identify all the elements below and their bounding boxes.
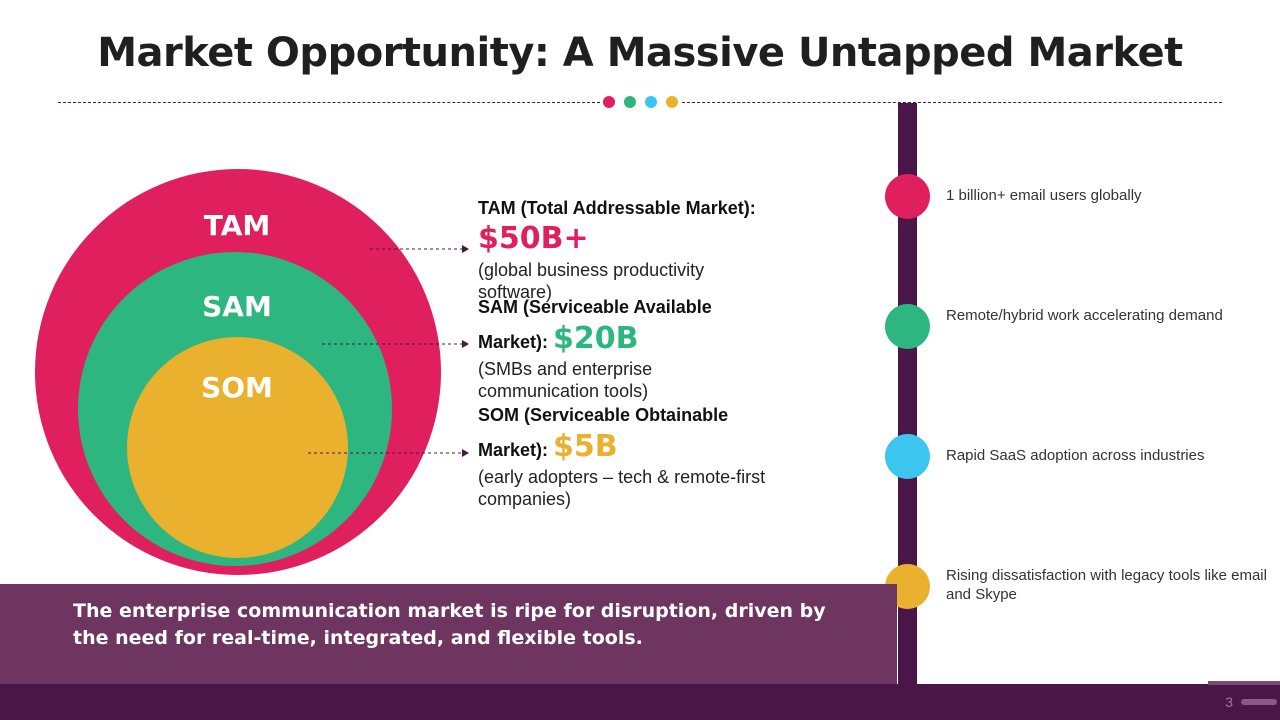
timeline-dot-green (885, 304, 930, 349)
tam-block: TAM (Total Addressable Market): $50B+ (g… (478, 197, 818, 303)
summary-banner (0, 584, 897, 684)
sam-block: SAM (Serviceable Available Market): $20B… (478, 292, 818, 402)
divider-dot-blue (645, 96, 657, 108)
timeline-item-1: 1 billion+ email users globally (946, 187, 1142, 204)
sam-value: $20B (553, 321, 639, 356)
som-description: (early adopters – tech & remote-first co… (478, 467, 766, 509)
title-divider-left (58, 102, 600, 103)
tam-circle-label: TAM (203, 209, 271, 242)
sam-heading-text: SAM (Serviceable Available Market): (478, 297, 712, 352)
timeline-dot-blue (885, 434, 930, 479)
divider-dot-pink (603, 96, 615, 108)
som-heading: SOM (Serviceable Obtainable Market): $5B (478, 400, 758, 466)
title-divider-right (682, 102, 1222, 103)
tam-arrowhead (462, 245, 469, 253)
divider-dot-yellow (666, 96, 678, 108)
som-circle-label: SOM (201, 371, 273, 404)
tam-value: $50B+ (478, 221, 589, 256)
sam-heading: SAM (Serviceable Available Market): $20B (478, 292, 748, 358)
tam-heading: TAM (Total Addressable Market): (478, 198, 756, 218)
footer-bar (0, 684, 1280, 720)
sam-circle-label: SAM (202, 290, 272, 323)
page-number: 3 (1225, 694, 1233, 710)
som-circle (127, 337, 348, 558)
timeline-item-2: Remote/hybrid work accelerating demand (946, 307, 1223, 324)
som-heading-text: SOM (Serviceable Obtainable Market): (478, 405, 729, 460)
timeline-bar (898, 103, 917, 686)
timeline-dot-pink (885, 174, 930, 219)
sam-description: (SMBs and enterprise communication tools… (478, 359, 653, 401)
som-arrowhead (462, 449, 469, 457)
som-block: SOM (Serviceable Obtainable Market): $5B… (478, 400, 818, 510)
page-indicator (1241, 699, 1277, 705)
summary-banner-text: The enterprise communication market is r… (73, 600, 826, 649)
divider-dot-green (624, 96, 636, 108)
som-value: $5B (553, 429, 618, 464)
page-title: Market Opportunity: A Massive Untapped M… (97, 30, 1183, 76)
timeline-item-3: Rapid SaaS adoption across industries (946, 447, 1205, 464)
timeline-item-4: Rising dissatisfaction with legacy tools… (946, 567, 1267, 603)
sam-arrowhead (462, 340, 469, 348)
tam-description: (global business productivity software) (478, 260, 705, 302)
page-accent-bar (1208, 681, 1280, 685)
